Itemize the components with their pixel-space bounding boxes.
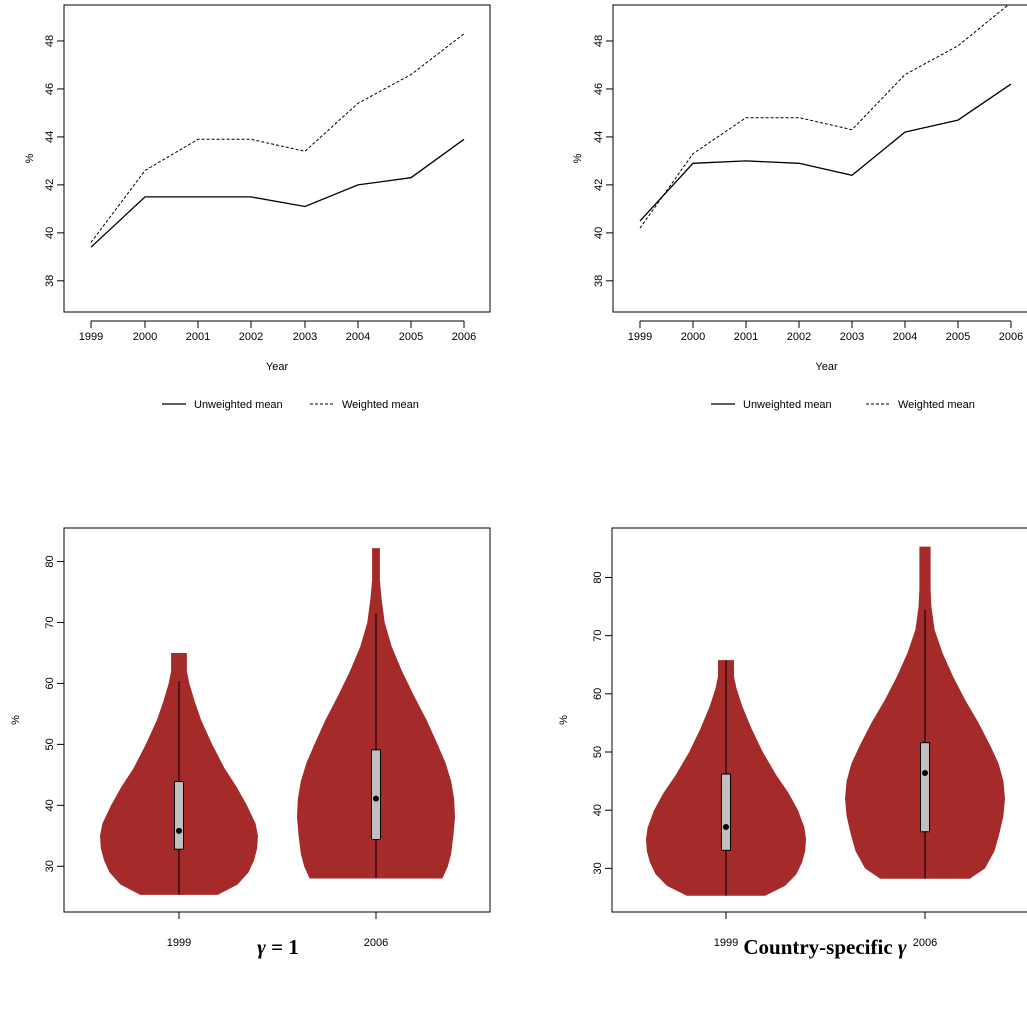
y-tick-label: 70 bbox=[44, 616, 56, 628]
x-tick-label: 2000 bbox=[681, 331, 705, 343]
y-axis-title: % bbox=[572, 153, 584, 163]
x-tick-label: 2005 bbox=[946, 331, 970, 343]
median-point-2006 bbox=[922, 769, 928, 776]
y-tick-label: 42 bbox=[593, 179, 605, 191]
y-tick-label: 48 bbox=[44, 35, 56, 47]
line-chart-right: 38 40 42 44 46 48 1999 2000 2001 2002 2003 2004 2005… bbox=[572, 4, 1027, 411]
x-tick-label: 2006 bbox=[999, 331, 1023, 343]
x-axis-title: Year bbox=[815, 361, 838, 373]
y-axis-title: % bbox=[558, 715, 570, 725]
legend-label-unweighted: Unweighted mean bbox=[194, 399, 283, 411]
y-tick-label: 48 bbox=[593, 35, 605, 47]
y-tick-label: 40 bbox=[593, 227, 605, 239]
x-tick-label: 2003 bbox=[840, 331, 864, 343]
y-tick-label: 40 bbox=[44, 799, 56, 811]
line-chart-left: 38 40 42 44 46 48 1999 2000 2001 2002 2003 2004 2005… bbox=[24, 4, 491, 411]
iqr-box-1999 bbox=[721, 773, 731, 851]
caption-right: Country-specific γ bbox=[675, 935, 975, 960]
plot-frame bbox=[63, 527, 491, 913]
y-tick-label: 70 bbox=[592, 630, 604, 642]
y-axis-title: % bbox=[10, 715, 22, 725]
x-tick-label: 1999 bbox=[714, 937, 738, 949]
x-tick-label: 2001 bbox=[186, 331, 210, 343]
legend-label-weighted: Weighted mean bbox=[898, 399, 975, 411]
y-tick-label: 42 bbox=[44, 179, 56, 191]
x-tick-label: 2006 bbox=[452, 331, 476, 343]
x-tick-label: 2004 bbox=[893, 331, 917, 343]
caption-left-symbol: γ bbox=[257, 935, 266, 959]
median-point-1999 bbox=[723, 824, 729, 831]
y-tick-label: 40 bbox=[592, 804, 604, 816]
x-tick-label: 2004 bbox=[346, 331, 370, 343]
y-tick-label: 60 bbox=[592, 688, 604, 700]
iqr-box-2006 bbox=[920, 742, 930, 833]
y-tick-label: 30 bbox=[592, 862, 604, 874]
y-tick-label: 30 bbox=[44, 860, 56, 872]
caption-right-symbol: γ bbox=[897, 935, 907, 959]
violin-chart-left: 30 40 50 60 70 80 1999 2006% bbox=[10, 527, 491, 949]
plot-frame bbox=[63, 4, 491, 313]
y-axis-title: % bbox=[24, 153, 36, 163]
y-tick-label: 60 bbox=[44, 677, 56, 689]
legend-label-unweighted: Unweighted mean bbox=[743, 399, 832, 411]
y-tick-label: 44 bbox=[593, 131, 605, 143]
x-tick-label: 2002 bbox=[239, 331, 263, 343]
x-tick-label: 2005 bbox=[399, 331, 423, 343]
x-tick-label: 2002 bbox=[787, 331, 811, 343]
x-tick-label: 2000 bbox=[133, 331, 157, 343]
y-tick-label: 38 bbox=[593, 275, 605, 287]
y-tick-label: 50 bbox=[592, 746, 604, 758]
y-tick-label: 80 bbox=[592, 571, 604, 583]
legend-label-weighted: Weighted mean bbox=[342, 399, 419, 411]
y-tick-label: 46 bbox=[593, 83, 605, 95]
x-tick-label: 1999 bbox=[628, 331, 652, 343]
y-tick-label: 80 bbox=[44, 555, 56, 567]
caption-left: γ = 1 bbox=[128, 935, 428, 960]
caption-right-text: Country-specific bbox=[743, 935, 898, 959]
x-tick-label: 1999 bbox=[167, 937, 191, 949]
violin-chart-right: 30 40 50 60 70 80 1999 2006% bbox=[558, 527, 1027, 949]
y-tick-label: 44 bbox=[44, 131, 56, 143]
x-tick-label: 1999 bbox=[79, 331, 103, 343]
x-tick-label: 2001 bbox=[734, 331, 758, 343]
iqr-box-1999 bbox=[174, 781, 184, 850]
caption-left-text: = 1 bbox=[265, 935, 299, 959]
series-line-weighted-mean bbox=[90, 33, 465, 243]
y-tick-label: 38 bbox=[44, 275, 56, 287]
iqr-box-2006 bbox=[371, 749, 381, 840]
y-tick-label: 46 bbox=[44, 83, 56, 95]
series-line-unweighted-mean bbox=[639, 83, 1012, 222]
x-tick-label: 2006 bbox=[364, 937, 388, 949]
x-axis-title: Year bbox=[266, 361, 289, 373]
plot-frame bbox=[612, 4, 1027, 313]
y-tick-label: 50 bbox=[44, 738, 56, 750]
series-line-weighted-mean bbox=[639, 5, 1009, 229]
x-tick-label: 2006 bbox=[913, 937, 937, 949]
y-tick-label: 40 bbox=[44, 227, 56, 239]
series-line-unweighted-mean bbox=[90, 138, 465, 248]
plot-frame bbox=[611, 527, 1027, 913]
x-tick-label: 2003 bbox=[293, 331, 317, 343]
median-point-2006 bbox=[373, 795, 379, 802]
median-point-1999 bbox=[176, 827, 182, 834]
